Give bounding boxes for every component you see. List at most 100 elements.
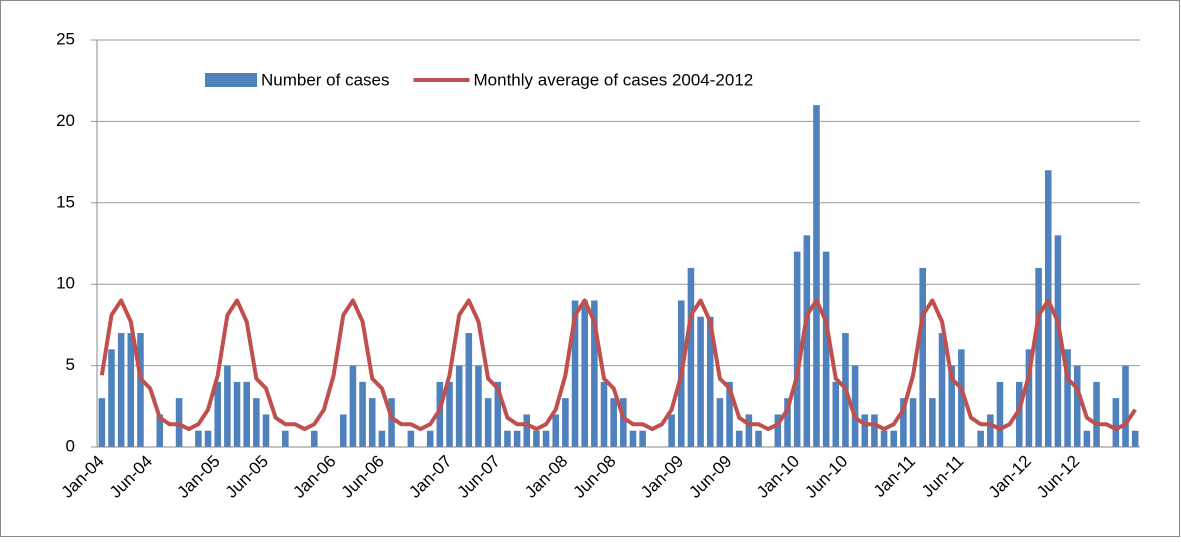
bar xyxy=(533,430,540,447)
bar xyxy=(1025,349,1033,447)
bar xyxy=(117,333,125,447)
bar xyxy=(1112,398,1120,447)
bar xyxy=(706,316,714,447)
bar xyxy=(832,381,840,447)
bar xyxy=(987,414,994,447)
bar xyxy=(1044,170,1052,448)
bar xyxy=(755,430,762,447)
bar xyxy=(494,381,502,447)
bar xyxy=(1083,430,1091,447)
legend-label: Number of cases xyxy=(261,70,390,89)
bar xyxy=(1064,349,1071,447)
bar xyxy=(629,430,637,447)
bar xyxy=(851,365,859,447)
bar xyxy=(938,333,946,447)
bar xyxy=(455,365,463,447)
bar xyxy=(793,251,801,447)
bar xyxy=(282,430,289,447)
bar xyxy=(745,414,753,447)
bar xyxy=(813,105,820,448)
bar xyxy=(639,430,646,447)
bar xyxy=(900,398,907,447)
y-tick-label: 0 xyxy=(66,436,75,455)
bar xyxy=(243,381,250,447)
bar xyxy=(620,398,627,447)
bar xyxy=(253,398,260,447)
bar xyxy=(871,414,878,447)
bar xyxy=(687,267,695,447)
bar xyxy=(1093,381,1100,447)
bar xyxy=(591,300,598,447)
bar xyxy=(388,398,395,447)
bar xyxy=(1015,381,1023,447)
bar xyxy=(1131,430,1139,447)
bar xyxy=(581,300,588,447)
bar xyxy=(407,430,415,447)
bar xyxy=(204,430,212,447)
bar xyxy=(822,251,830,447)
bar xyxy=(484,398,492,447)
y-tick-label: 20 xyxy=(56,111,75,130)
bar xyxy=(542,430,550,447)
bar xyxy=(861,414,869,447)
y-tick-label: 25 xyxy=(56,29,75,48)
bar xyxy=(552,414,560,447)
bar xyxy=(108,349,115,447)
bar xyxy=(359,381,366,447)
bar xyxy=(214,381,222,447)
bar xyxy=(1073,365,1081,447)
bar xyxy=(880,430,888,447)
bar xyxy=(958,349,965,447)
bar xyxy=(726,381,733,447)
bar xyxy=(127,333,135,447)
legend-label: Monthly average of cases 2004-2012 xyxy=(474,70,754,89)
bar xyxy=(697,316,704,447)
bar xyxy=(890,430,898,447)
bar xyxy=(349,365,357,447)
bar xyxy=(610,398,617,447)
bar xyxy=(98,398,106,447)
bar xyxy=(224,365,231,447)
bar xyxy=(716,398,724,447)
bar xyxy=(368,398,376,447)
bar xyxy=(571,300,579,447)
bar xyxy=(504,430,511,447)
y-tick-label: 10 xyxy=(56,274,75,293)
bar xyxy=(948,365,955,447)
bar xyxy=(523,414,531,447)
bar xyxy=(233,381,241,447)
legend-swatch xyxy=(205,73,257,87)
bar xyxy=(735,430,743,447)
bar xyxy=(668,414,675,447)
bar xyxy=(311,430,318,447)
bar xyxy=(784,398,791,447)
bar xyxy=(562,398,569,447)
bar xyxy=(378,430,386,447)
bar xyxy=(600,381,608,447)
bar xyxy=(919,267,926,447)
bar xyxy=(195,430,202,447)
y-tick-label: 15 xyxy=(56,192,75,211)
bar xyxy=(339,414,347,447)
bar xyxy=(909,398,917,447)
bar xyxy=(475,365,482,447)
line xyxy=(99,298,1137,432)
bar xyxy=(262,414,270,447)
bar xyxy=(1035,267,1042,447)
bar xyxy=(803,235,811,447)
bar xyxy=(977,430,984,447)
bar xyxy=(426,430,434,447)
bar xyxy=(929,398,936,447)
bar xyxy=(1054,235,1062,447)
bar xyxy=(1122,365,1129,447)
bar xyxy=(436,381,444,447)
bar xyxy=(446,381,453,447)
bar xyxy=(137,333,144,447)
bar xyxy=(465,333,473,447)
bar xyxy=(996,381,1004,447)
y-tick-label: 5 xyxy=(66,355,75,374)
bar xyxy=(774,414,782,447)
bar xyxy=(156,414,164,447)
bar xyxy=(513,430,521,447)
